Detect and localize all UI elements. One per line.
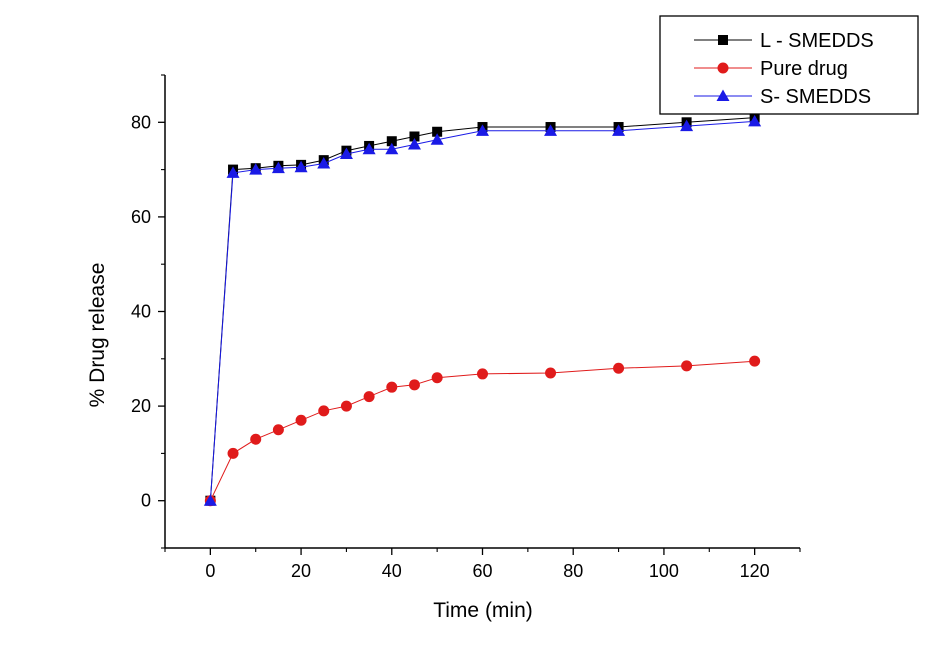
- x-tick-label: 0: [205, 561, 215, 581]
- data-point: [386, 381, 398, 393]
- x-axis-title: Time (min): [433, 599, 533, 622]
- data-point: [409, 131, 420, 142]
- data-point: [432, 126, 443, 137]
- data-point: [249, 163, 263, 175]
- series-2: [203, 114, 762, 506]
- data-point: [340, 400, 352, 412]
- legend-marker: [718, 35, 728, 45]
- data-point: [226, 166, 240, 178]
- data-point: [295, 414, 307, 426]
- x-tick-label: 100: [649, 561, 679, 581]
- legend-marker: [716, 89, 730, 101]
- y-tick-label: 60: [131, 207, 151, 227]
- legend-label: S- SMEDDS: [760, 86, 871, 108]
- x-tick-label: 120: [740, 561, 770, 581]
- data-point: [545, 367, 557, 379]
- data-point: [477, 368, 488, 380]
- legend-label: Pure drug: [760, 58, 848, 80]
- data-point: [431, 372, 443, 384]
- legend-marker: [717, 62, 729, 74]
- series-line: [209, 120, 755, 501]
- y-tick-label: 20: [131, 396, 151, 416]
- data-point: [408, 379, 420, 391]
- data-point: [681, 360, 693, 372]
- y-tick-label: 0: [141, 491, 151, 511]
- data-point: [407, 138, 421, 150]
- data-point: [203, 494, 217, 506]
- data-point: [749, 355, 761, 367]
- series-0: [205, 112, 760, 506]
- data-point: [339, 147, 353, 159]
- data-point: [250, 433, 262, 445]
- series-line: [209, 360, 755, 501]
- legend-box: [659, 15, 919, 115]
- data-point: [544, 124, 558, 136]
- data-point: [317, 156, 331, 169]
- y-tick-label: 80: [131, 112, 151, 132]
- legend: L - SMEDDS Pure drug S- SMEDDS: [659, 15, 919, 115]
- data-point: [227, 447, 239, 459]
- data-point: [271, 161, 285, 174]
- x-tick-label: 20: [291, 561, 311, 581]
- data-point: [272, 424, 284, 436]
- series-1: [204, 355, 761, 507]
- y-axis-title: % Drug release: [86, 263, 109, 408]
- x-tick-label: 60: [472, 561, 492, 581]
- y-tick-label: 40: [131, 302, 151, 322]
- data-point: [613, 362, 625, 374]
- axes: 0 20 40 60 80 100 120 0 20 40 60 80: [131, 74, 801, 581]
- data-point: [680, 119, 694, 132]
- series-layer: [203, 112, 762, 507]
- x-tick-label: 80: [563, 561, 583, 581]
- x-tick-label: 40: [382, 561, 402, 581]
- data-point: [318, 405, 330, 417]
- data-point: [294, 160, 308, 173]
- data-point: [430, 133, 444, 145]
- data-point: [476, 124, 489, 136]
- data-point: [385, 142, 399, 155]
- data-point: [612, 124, 626, 136]
- data-point: [748, 114, 762, 127]
- data-point: [363, 391, 375, 403]
- data-point: [362, 142, 376, 155]
- legend-label: L - SMEDDS: [760, 30, 874, 52]
- series-line: [209, 117, 755, 501]
- data-point: [386, 136, 397, 147]
